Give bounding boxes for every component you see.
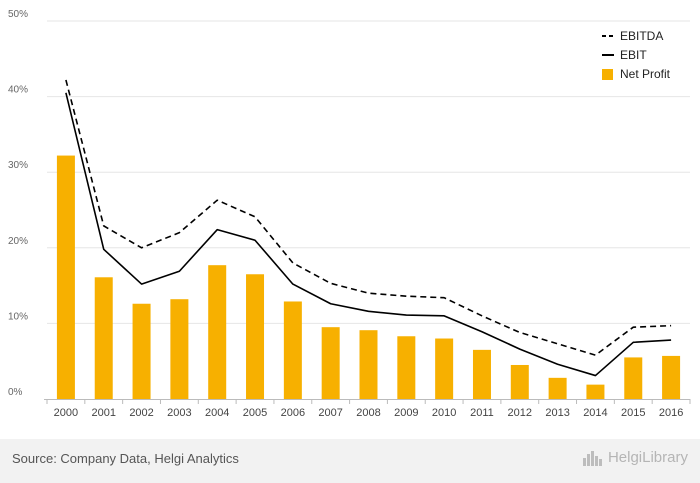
bar-net-profit (132, 303, 151, 399)
x-tick-label: 2008 (356, 407, 380, 419)
y-tick-label: 50% (8, 9, 28, 20)
bar-net-profit (472, 349, 491, 399)
x-tick-label: 2002 (129, 407, 153, 419)
line-ebit (65, 92, 672, 377)
bar-net-profit (435, 338, 454, 399)
bar-net-profit (283, 301, 302, 399)
bar-net-profit (94, 277, 113, 399)
bar-net-profit (246, 274, 265, 399)
chart: 0%10%20%30%40%50% 2000 2001 2002 2003 2004 20… (8, 9, 691, 419)
footer: Source: Company Data, Helgi Analytics He… (0, 439, 700, 483)
x-tick-label: 2013 (545, 407, 569, 419)
legend-ebitda-label: EBITDA (620, 29, 663, 43)
bar-net-profit (170, 299, 189, 399)
y-tick-label: 10% (8, 311, 28, 322)
legend-net-profit-swatch (602, 69, 613, 80)
x-tick-label: 2012 (508, 407, 532, 419)
x-tick-label: 2014 (583, 407, 607, 419)
x-tick-label: 2005 (243, 407, 267, 419)
x-tick-label: 2006 (281, 407, 305, 419)
x-tick-label: 2007 (318, 407, 342, 419)
series-lines (65, 79, 672, 377)
bar-net-profit (56, 155, 75, 399)
gridlines (47, 20, 690, 324)
bar-net-profit (359, 330, 378, 399)
x-tick-label: 2015 (621, 407, 645, 419)
x-tick-label: 2010 (432, 407, 456, 419)
legend-net-profit-label: Net Profit (620, 67, 671, 81)
x-tick-label: 2003 (167, 407, 191, 419)
line-ebitda (65, 79, 672, 356)
bar-net-profit (586, 384, 605, 399)
city-skyline-icon (582, 450, 602, 466)
x-tick-label: 2009 (394, 407, 418, 419)
brand-logo: HelgiLibrary (582, 449, 688, 466)
x-tick-label: 2011 (470, 407, 494, 419)
bar-net-profit (510, 364, 529, 399)
x-tick-label: 2000 (54, 407, 78, 419)
brand-name: HelgiLibrary (607, 449, 688, 466)
y-tick-label: 40% (8, 85, 28, 96)
bar-net-profit (548, 377, 567, 399)
bar-net-profit (662, 355, 681, 399)
bars (56, 155, 681, 399)
legend-ebit-label: EBIT (620, 48, 647, 62)
x-tick-label: 2004 (205, 407, 229, 419)
y-tick-label: 0% (8, 387, 23, 398)
legend: EBITDA EBIT Net Profit (602, 29, 671, 81)
source-note: Source: Company Data, Helgi Analytics (12, 451, 239, 466)
bar-net-profit (321, 327, 340, 399)
bar-net-profit (624, 357, 643, 399)
bar-net-profit (397, 336, 416, 399)
y-axis: 0% 10% 20% 30% 40% 50% (8, 9, 28, 398)
x-tick-label: 2016 (659, 407, 683, 419)
x-axis: 2000 2001 2002 2003 2004 2005 2006 2007 2008 2009… (44, 399, 691, 419)
y-tick-label: 30% (8, 160, 28, 171)
y-tick-label: 20% (8, 236, 28, 247)
bar-net-profit (208, 265, 227, 399)
x-tick-label: 2001 (91, 407, 115, 419)
